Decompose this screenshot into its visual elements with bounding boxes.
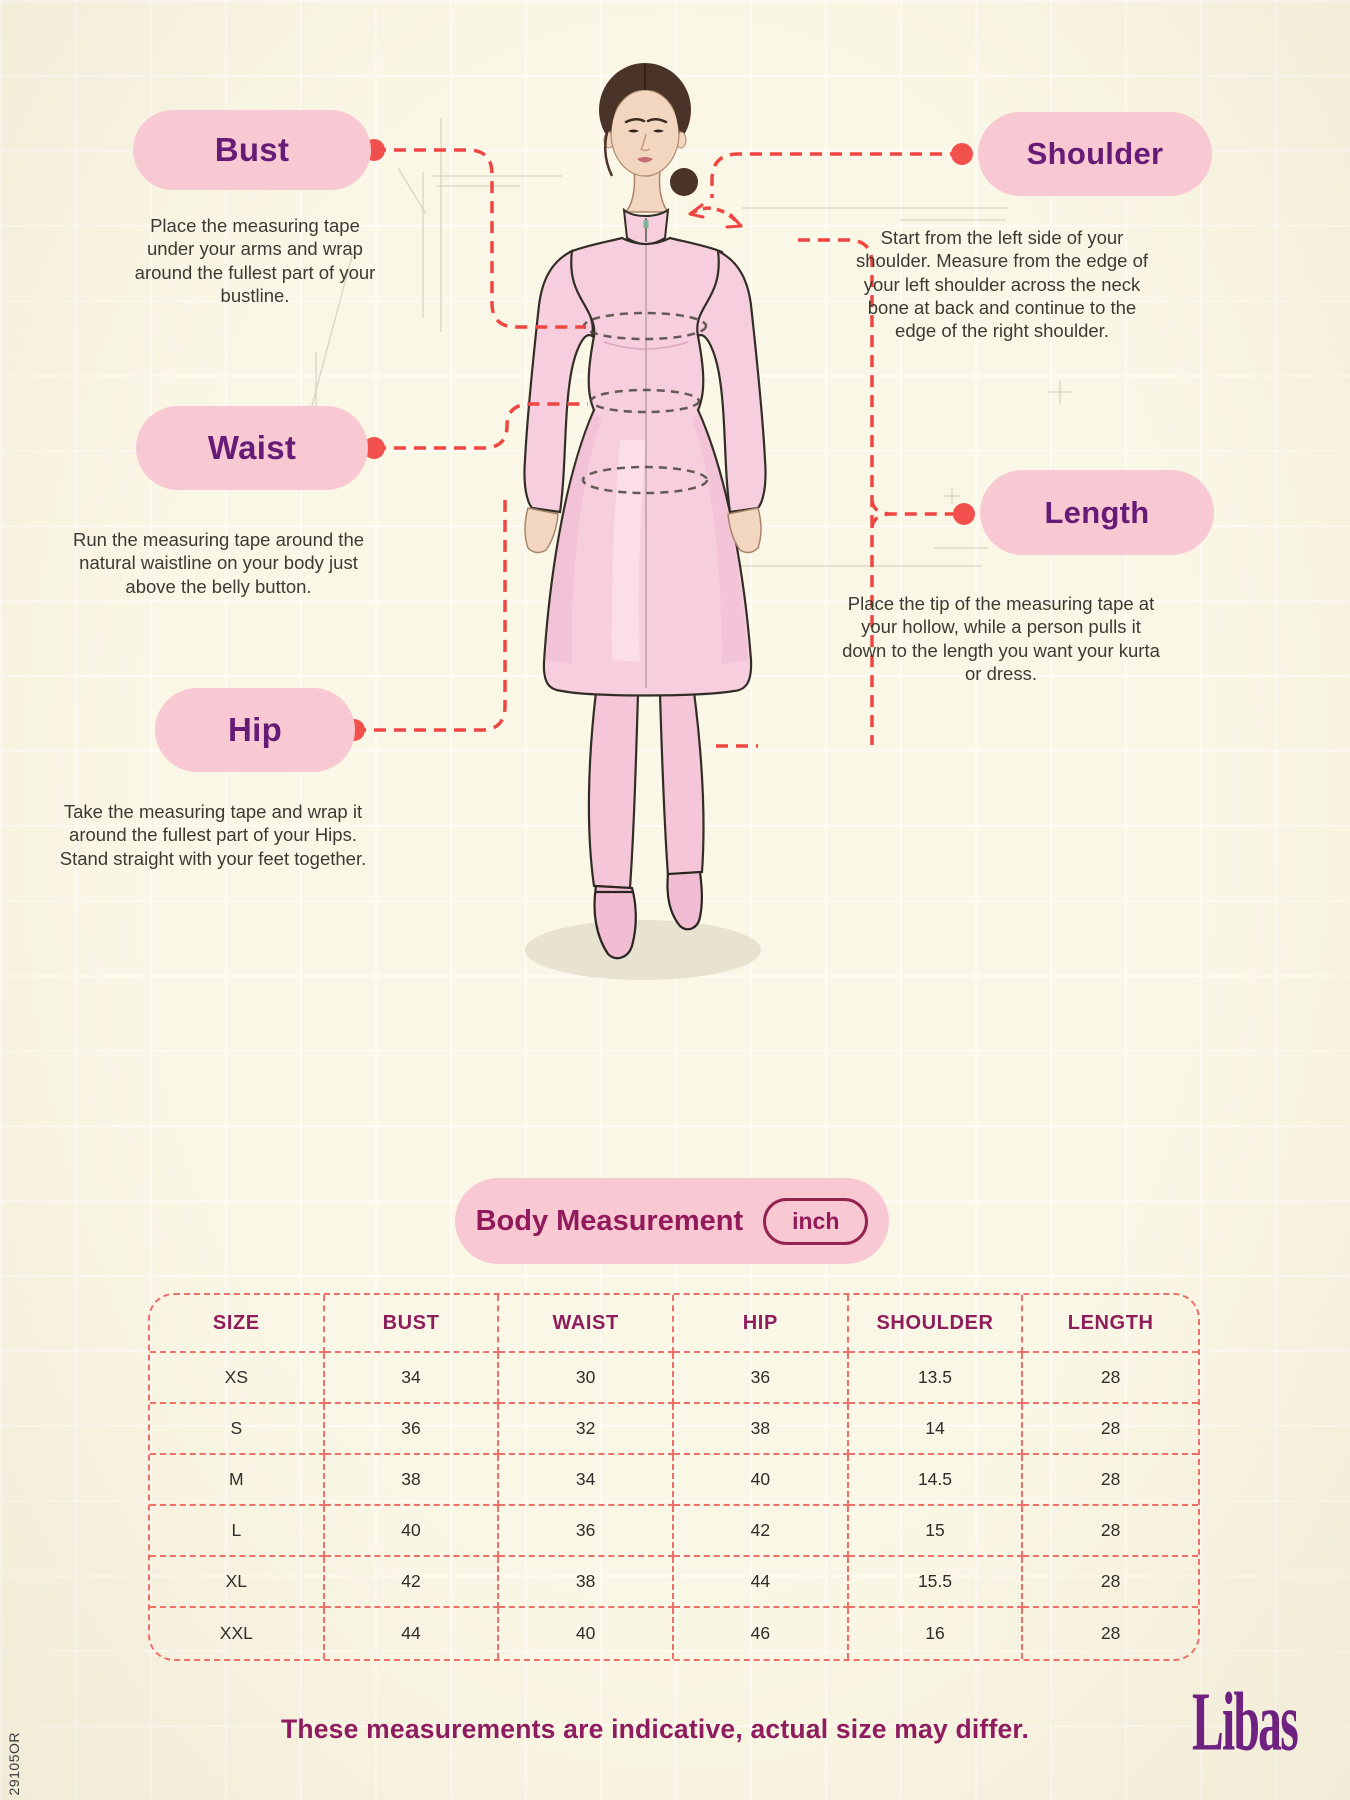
table-header-shoulder: SHOULDER	[848, 1295, 1024, 1353]
hair-bun	[670, 168, 698, 196]
row-xs-size: XS	[150, 1353, 325, 1404]
length-description: Place the tip of the measuring tape at y…	[842, 593, 1160, 684]
table-header-hip: HIP	[674, 1295, 849, 1353]
table-cell: 14.5	[848, 1455, 1024, 1506]
hip-description: Take the measuring tape and wrap it arou…	[59, 801, 367, 869]
hair-front	[610, 64, 680, 135]
bust-connector	[374, 148, 586, 329]
table-cell: 42	[324, 1557, 500, 1608]
bust-description: Place the measuring tape under your arms…	[134, 215, 376, 306]
table-cell: 36	[674, 1353, 849, 1404]
length-label-pill: Length	[980, 470, 1214, 555]
table-header-waist: WAIST	[499, 1295, 674, 1353]
waist-label: Waist	[207, 429, 297, 466]
floor-shadow	[525, 920, 761, 980]
hands	[524, 507, 762, 554]
length-dot	[953, 503, 975, 525]
hip-label: Hip	[227, 711, 283, 748]
table-cell: 15.5	[848, 1557, 1024, 1608]
shoulder-arrowheads	[688, 203, 743, 229]
table-cell: 44	[325, 1608, 500, 1659]
table-cell: 34	[324, 1353, 500, 1404]
table-cell: 36	[324, 1404, 500, 1455]
hip-connector	[354, 496, 507, 732]
table-cell: 38	[324, 1455, 500, 1506]
shoulder-dot	[951, 143, 973, 165]
table-header-size: SIZE	[150, 1295, 325, 1353]
table-cell: 38	[674, 1404, 849, 1455]
row-xl-size: XL	[150, 1557, 325, 1608]
kurta-shade-right	[692, 412, 748, 664]
table-cell: 28	[1100, 1623, 1121, 1643]
table-cell: 32	[499, 1404, 674, 1455]
waist-connector	[374, 402, 588, 450]
shoulder-arrow-curve	[689, 206, 743, 228]
table-header-bust: BUST	[324, 1295, 500, 1353]
shoulder-label-pill: Shoulder	[978, 112, 1212, 196]
hair-back	[599, 63, 691, 157]
table-cell: 40	[324, 1506, 500, 1557]
table-cell: 42	[674, 1506, 849, 1557]
row-l-size: L	[150, 1506, 325, 1557]
table-cell: 30	[499, 1353, 674, 1404]
face	[610, 89, 680, 177]
bust-label-pill: Bust	[133, 110, 371, 190]
row-s-size: S	[150, 1404, 325, 1455]
kurta-highlight	[611, 440, 646, 662]
table-cell: 38	[499, 1557, 674, 1608]
disclaimer-note: These measurements are indicative, actua…	[280, 1714, 1030, 1744]
collar	[622, 207, 670, 245]
hip-label-pill: Hip	[155, 688, 355, 772]
row-xxl-size: XXL	[150, 1608, 325, 1659]
kurta-shade-left	[546, 412, 602, 664]
bust-label: Bust	[214, 131, 290, 168]
side-code: 29105OR	[6, 1732, 22, 1796]
zip-pull	[643, 220, 649, 228]
table-cell: 28	[1023, 1404, 1198, 1455]
bust-ellipse	[582, 311, 708, 341]
waist-description: Run the measuring tape around the natura…	[72, 529, 365, 597]
unit-toggle[interactable]: inch	[763, 1197, 869, 1245]
brand-logo: Libas	[1192, 1674, 1299, 1768]
table-cell: 40	[499, 1608, 674, 1659]
table-cell: 46	[674, 1608, 849, 1659]
sleeves	[523, 249, 767, 514]
table-cell: 28	[1023, 1353, 1198, 1404]
row-m-size: M	[150, 1455, 325, 1506]
ear-right	[675, 131, 687, 149]
table-cell: 44	[674, 1557, 849, 1608]
length-connector-branch	[870, 499, 962, 529]
shoulder-label: Shoulder	[1026, 136, 1164, 171]
table-cell: 36	[499, 1506, 674, 1557]
table-cell: 28	[1023, 1455, 1198, 1506]
shoulder-connector	[710, 152, 962, 198]
neck	[624, 168, 670, 213]
pants	[587, 690, 705, 890]
table-cell: 15	[848, 1506, 1024, 1557]
kurta-body	[542, 236, 753, 697]
size-table: SIZE BUST WAIST HIP SHOULDER LENGTH XS 3…	[148, 1293, 1200, 1661]
heels	[593, 870, 703, 960]
body-measurement-header: Body Measurement inch	[455, 1178, 889, 1264]
waist-ellipse	[589, 388, 701, 414]
body-measurement-title: Body Measurement	[475, 1204, 744, 1237]
length-label: Length	[1044, 494, 1150, 530]
hair-strand	[604, 117, 614, 177]
shoulder-description: Start from the left side of your shoulde…	[855, 227, 1149, 342]
table-header-length: LENGTH	[1023, 1295, 1198, 1353]
hip-ellipse	[581, 465, 709, 495]
ear-left	[603, 131, 615, 149]
table-cell: 40	[674, 1455, 849, 1506]
table-cell: 34	[499, 1455, 674, 1506]
face-features	[624, 118, 668, 163]
measure-ellipses	[581, 311, 709, 495]
table-cell: 28	[1023, 1557, 1198, 1608]
table-cell: 28	[1023, 1506, 1198, 1557]
waist-label-pill: Waist	[136, 406, 368, 490]
table-cell: 16	[849, 1608, 1024, 1659]
table-cell: 13.5	[848, 1353, 1024, 1404]
table-cell: 14	[848, 1404, 1024, 1455]
